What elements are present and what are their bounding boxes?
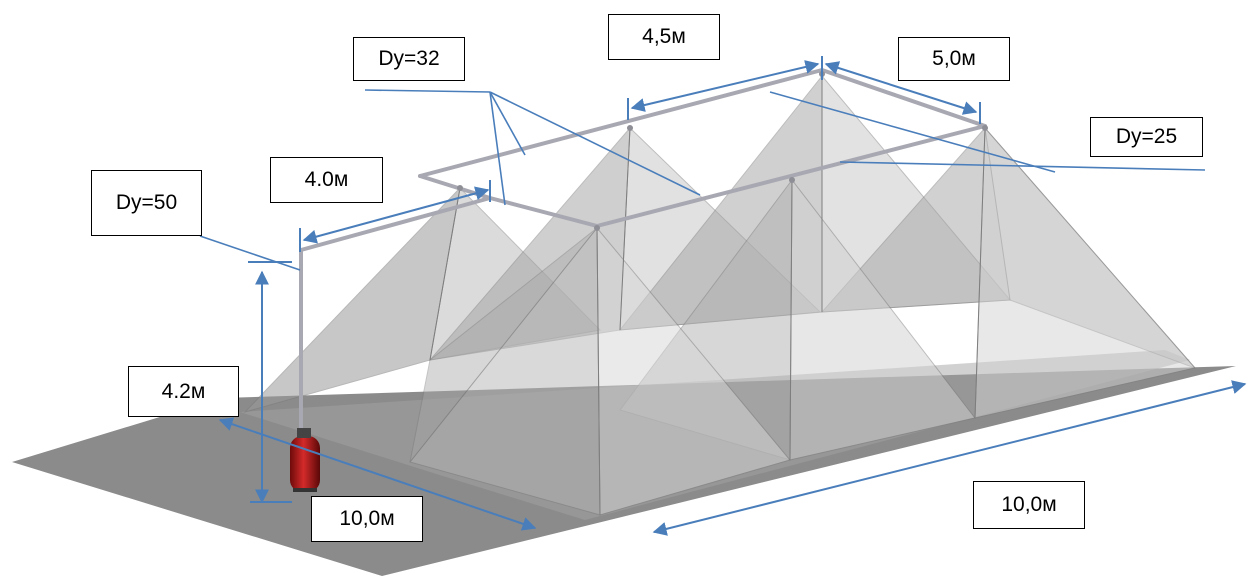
pipe-dn25-front: [595, 124, 987, 228]
label-length-5-0: 5,0м: [898, 37, 1010, 81]
label-length-10-0: 10,0м: [973, 481, 1085, 529]
label-dn25: Dу=25: [1090, 117, 1203, 157]
sprinkler-nozzle-icon: [789, 177, 795, 183]
label-dn50: Dу=50: [91, 170, 202, 236]
nozzles: [457, 71, 988, 231]
label-length-4-0: 4.0м: [270, 157, 383, 203]
dim-4-5: [630, 60, 820, 112]
dim-10-0-width: [218, 417, 537, 531]
dim-10-0-length: [652, 380, 1247, 536]
sprinkler-nozzle-icon: [982, 125, 988, 131]
sprinkler-nozzle-icon: [627, 125, 633, 131]
label-height-4-2: 4.2м: [128, 366, 239, 417]
sprinkler-nozzle-icon: [457, 185, 463, 191]
dim-4-0: [302, 186, 490, 244]
label-length-4-5: 4,5м: [608, 14, 720, 60]
pipe-dn32-main: [488, 196, 599, 228]
dim-5-0: [824, 61, 978, 115]
label-width-10-0: 10,0м: [311, 496, 423, 542]
dimension-lines: [218, 56, 1247, 536]
label-dn32: Dу=32: [353, 37, 465, 81]
sprinkler-nozzle-icon: [594, 225, 600, 231]
